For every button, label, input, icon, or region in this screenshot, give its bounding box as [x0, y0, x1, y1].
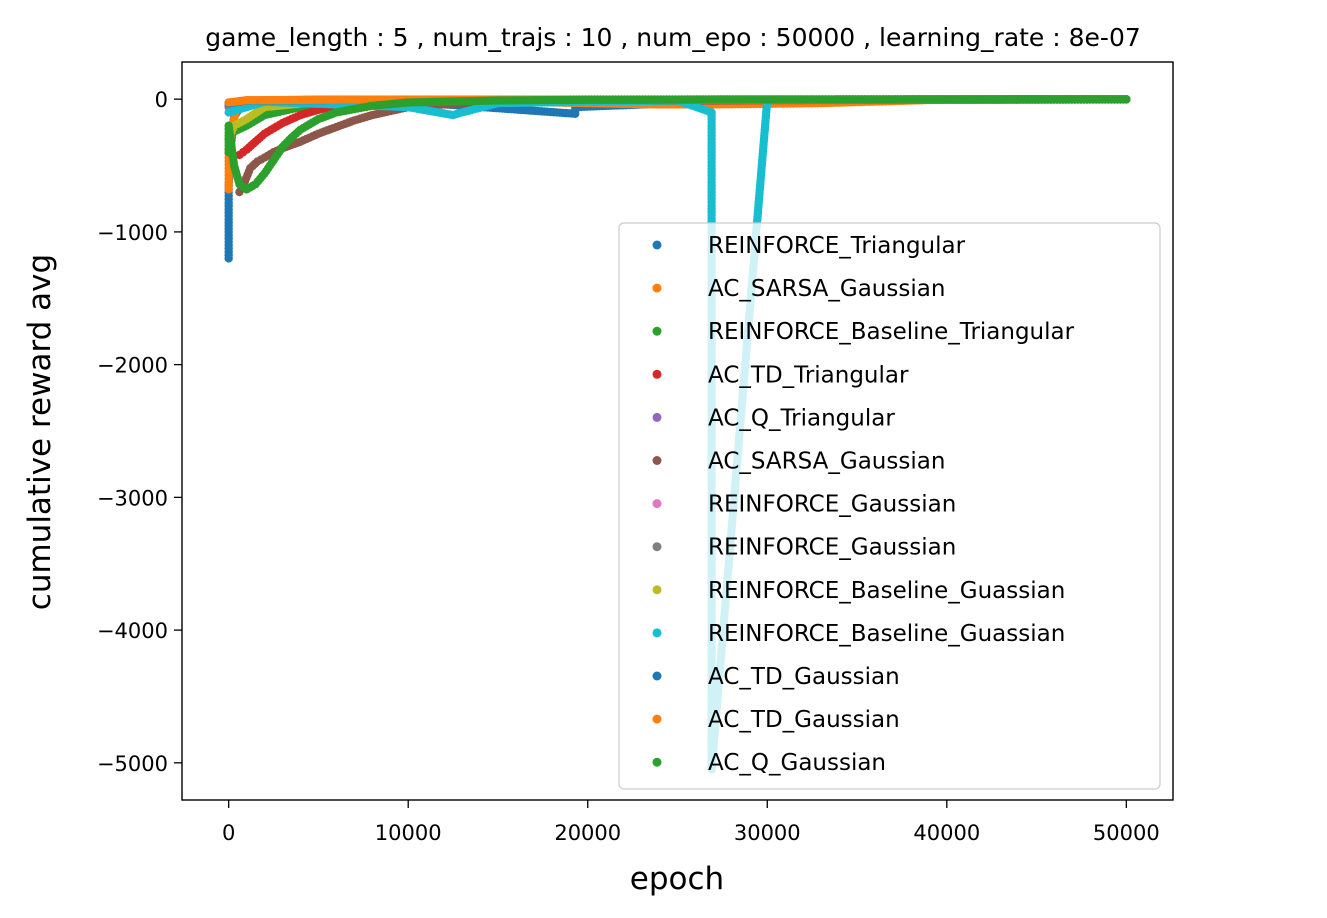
x-axis-ticks: 0 10000 20000 30000 40000 50000	[222, 800, 1160, 845]
x-tick-label: 40000	[913, 821, 980, 845]
x-axis-label: epoch	[630, 861, 724, 897]
legend-marker	[652, 369, 662, 379]
legend-marker	[652, 499, 662, 509]
series-13	[224, 95, 1131, 194]
legend-marker	[652, 326, 662, 336]
data-point	[1122, 95, 1131, 104]
legend-marker	[652, 240, 662, 250]
legend-marker	[652, 671, 662, 681]
legend-label: AC_TD_Triangular	[708, 362, 909, 388]
legend-marker	[652, 585, 662, 595]
x-tick-label: 20000	[554, 821, 621, 845]
legend-marker	[652, 714, 662, 724]
legend-label: REINFORCE_Triangular	[708, 233, 966, 259]
chart-title: game_length : 5 , num_trajs : 10 , num_e…	[205, 23, 1141, 52]
legend-label: REINFORCE_Gaussian	[708, 492, 956, 518]
y-axis-ticks: 0 −1000 −2000 −3000 −4000 −5000	[97, 88, 182, 776]
legend-entries: REINFORCE_Triangular AC_SARSA_Gaussian REI…	[652, 233, 1075, 776]
x-tick-label: 50000	[1093, 821, 1160, 845]
legend-label: AC_SARSA_Gaussian	[708, 449, 945, 475]
legend-label: REINFORCE_Gaussian	[708, 535, 956, 561]
legend-label: AC_TD_Gaussian	[708, 664, 900, 690]
y-tick-label: −2000	[97, 354, 168, 378]
legend-label: AC_TD_Gaussian	[708, 707, 900, 733]
x-tick-label: 0	[222, 821, 235, 845]
legend-label: REINFORCE_Baseline_Guassian	[708, 578, 1065, 604]
legend-marker	[652, 283, 662, 293]
legend-box	[618, 222, 1161, 790]
x-tick-label: 10000	[375, 821, 442, 845]
legend-label: REINFORCE_Baseline_Guassian	[708, 621, 1065, 647]
y-tick-label: −5000	[97, 752, 168, 776]
y-tick-label: −4000	[97, 619, 168, 643]
series-layer	[224, 95, 1131, 774]
y-axis-label: cumulative reward avg	[22, 254, 58, 610]
legend-marker	[652, 757, 662, 767]
legend-marker	[652, 456, 662, 465]
legend-label: AC_Q_Triangular	[708, 405, 895, 431]
y-tick-label: 0	[155, 88, 168, 112]
axes-frame	[181, 61, 1174, 801]
legend-marker	[652, 542, 662, 552]
legend-marker	[652, 412, 662, 422]
y-tick-label: −3000	[97, 486, 168, 510]
legend: REINFORCE_Triangular AC_SARSA_Gaussian REI…	[618, 222, 1161, 790]
legend-label: AC_Q_Gaussian	[708, 750, 886, 776]
y-tick-label: −1000	[97, 221, 168, 245]
legend-label: REINFORCE_Baseline_Triangular	[708, 319, 1075, 345]
legend-marker	[652, 628, 662, 638]
legend-label: AC_SARSA_Gaussian	[708, 276, 945, 302]
x-tick-label: 30000	[734, 821, 801, 845]
